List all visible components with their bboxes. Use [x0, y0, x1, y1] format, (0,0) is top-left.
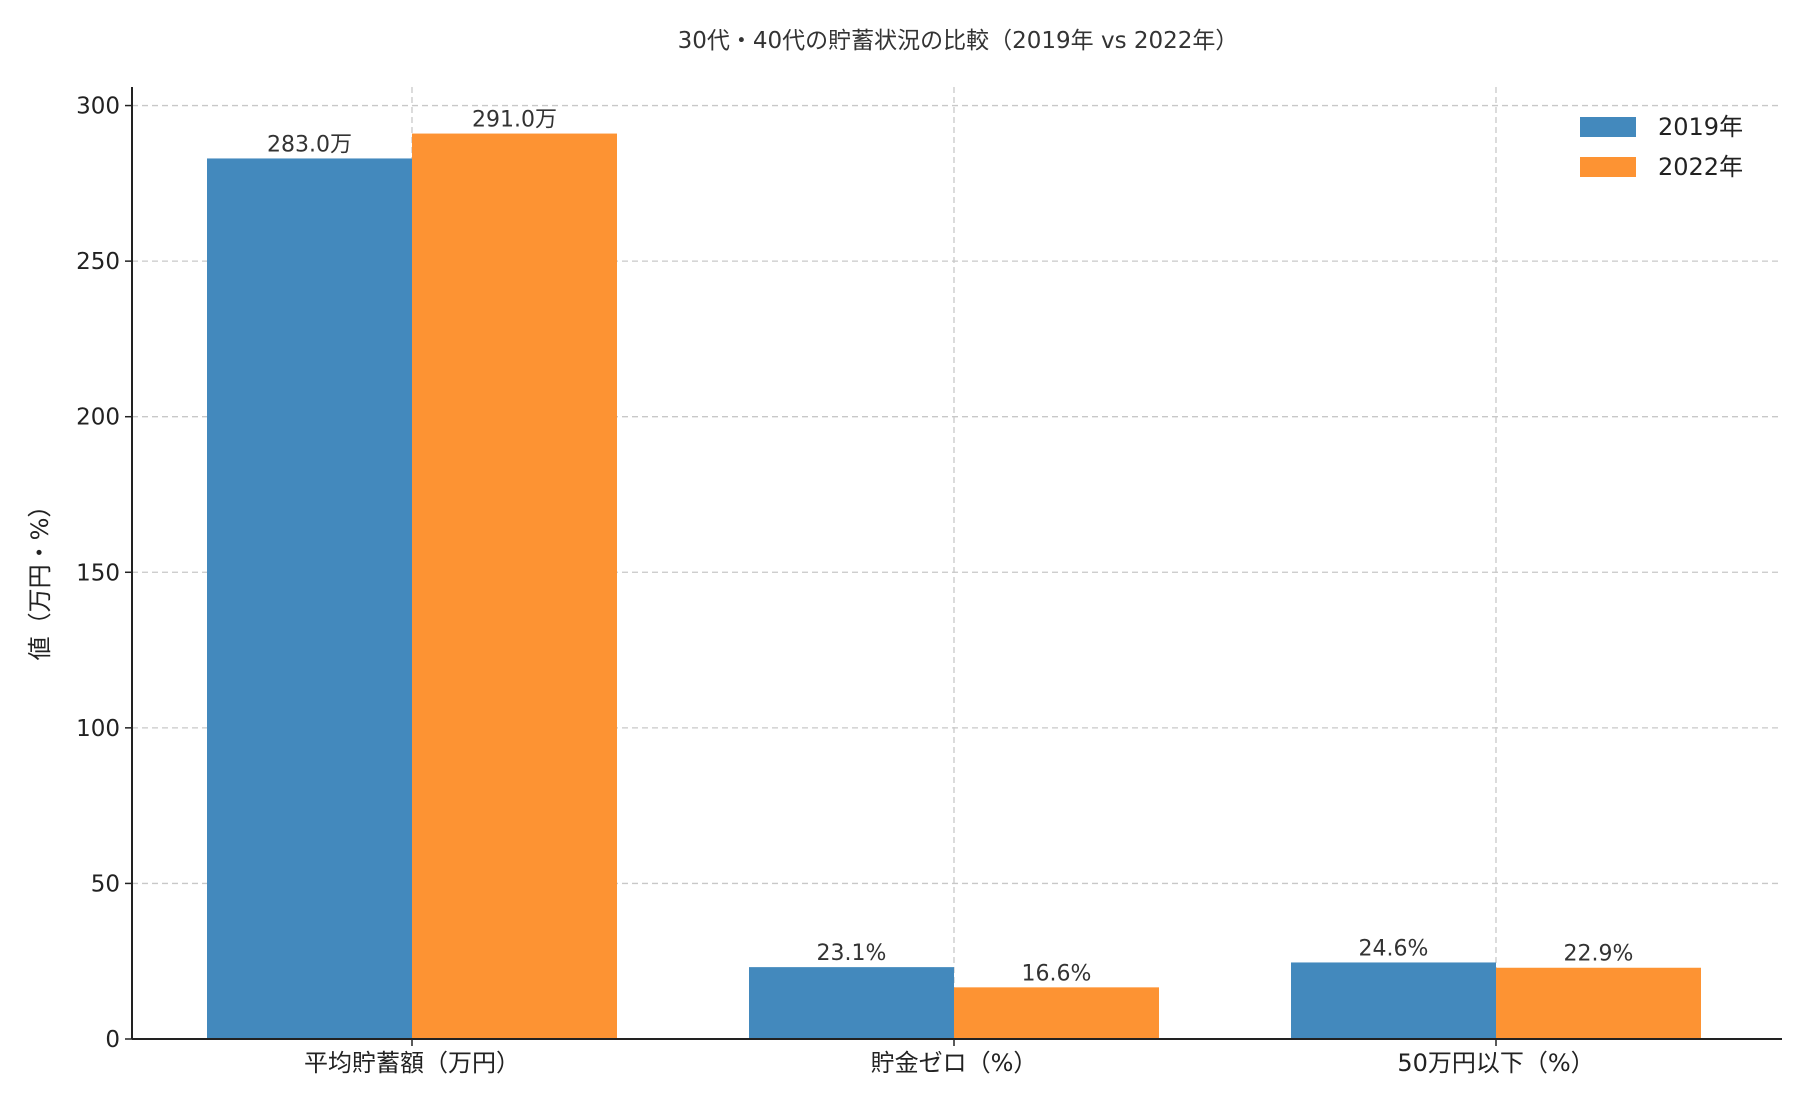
y-tick-label: 250: [76, 249, 120, 275]
bar-2019: [1291, 962, 1496, 1039]
bar-value-label: 283.0万: [267, 132, 352, 157]
x-tick-labels: 平均貯蓄額（万円） 貯金ゼロ（%） 50万円以下（%）: [304, 1039, 1595, 1077]
bar-2022: [1496, 967, 1701, 1039]
y-ticks: 0 50 100 150 200 250 300: [76, 94, 132, 1053]
bar-value-label: 23.1%: [817, 941, 887, 966]
bar-2019: [207, 158, 412, 1039]
y-tick-label: 300: [76, 94, 120, 120]
legend-swatch: [1580, 157, 1636, 177]
bar-value-label: 22.9%: [1564, 942, 1634, 967]
bar-value-label: 24.6%: [1359, 936, 1429, 961]
legend-label: 2019年: [1658, 113, 1743, 141]
legend-swatch: [1580, 117, 1636, 137]
x-tick-label: 50万円以下（%）: [1397, 1049, 1594, 1077]
axes: [131, 87, 1782, 1040]
bar-value-label: 16.6%: [1022, 961, 1092, 986]
y-axis-label: 値（万円・%）: [26, 494, 54, 661]
data-labels: 283.0万 23.1% 24.6% 291.0万 16.6% 22.9%: [267, 108, 1633, 987]
legend: 2019年 2022年: [1580, 113, 1743, 181]
x-tick-label: 貯金ゼロ（%）: [871, 1049, 1038, 1077]
y-tick-label: 50: [91, 871, 120, 897]
y-tick-label: 100: [76, 716, 120, 742]
bar-2022: [954, 987, 1159, 1039]
bar-value-label: 291.0万: [472, 108, 557, 133]
bars: [207, 133, 1701, 1039]
bar-2022: [412, 133, 617, 1039]
legend-label: 2022年: [1658, 153, 1743, 181]
chart-title: 30代・40代の貯蓄状況の比較（2019年 vs 2022年）: [678, 28, 1239, 54]
x-tick-label: 平均貯蓄額（万円）: [304, 1049, 520, 1077]
y-tick-label: 150: [76, 560, 120, 586]
y-tick-label: 0: [105, 1027, 120, 1053]
bar-2019: [749, 967, 954, 1039]
y-tick-label: 200: [76, 405, 120, 431]
